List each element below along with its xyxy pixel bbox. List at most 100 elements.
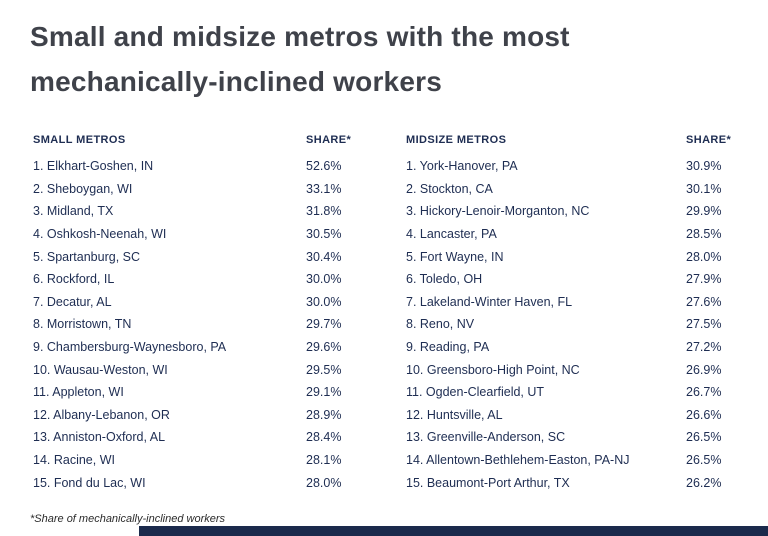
- metro-name: 9. Reading, PA: [406, 340, 490, 355]
- table-row: 1. Elkhart-Goshen, IN 52.6%: [33, 155, 359, 178]
- table-row: 14. Racine, WI 28.1%: [33, 449, 359, 472]
- share-value: 26.9%: [686, 362, 722, 377]
- column-header-midsize-metros: MIDSIZE METROS: [406, 134, 507, 146]
- small-metros-table: SMALL METROS SHARE* 1. Elkhart-Goshen, I…: [33, 130, 359, 494]
- share-value: 52.6%: [306, 159, 342, 174]
- metro-name: 9. Chambersburg-Waynesboro, PA: [33, 340, 227, 355]
- title-line-2: mechanically-inclined workers: [30, 66, 442, 97]
- table-row: 4. Lancaster, PA 28.5%: [406, 223, 738, 246]
- table-row: 9. Reading, PA 27.2%: [406, 336, 738, 359]
- metro-name: 5. Spartanburg, SC: [33, 249, 141, 264]
- table-row: 15. Fond du Lac, WI 28.0%: [33, 471, 359, 494]
- share-value: 27.9%: [686, 272, 722, 287]
- table-row: 14. Allentown-Bethlehem-Easton, PA-NJ 26.…: [406, 449, 738, 472]
- table-row: 15. Beaumont-Port Arthur, TX 26.2%: [406, 471, 738, 494]
- table-row: 12. Albany-Lebanon, OR 28.9%: [33, 404, 359, 427]
- table-row: 11. Appleton, WI 29.1%: [33, 381, 359, 404]
- share-value: 30.0%: [306, 272, 342, 287]
- metro-name: 14. Racine, WI: [33, 453, 115, 468]
- metro-name: 3. Hickory-Lenoir-Morganton, NC: [406, 204, 590, 219]
- share-value: 28.0%: [306, 475, 342, 490]
- metro-name: 6. Rockford, IL: [33, 272, 115, 287]
- table-row: 3. Midland, TX 31.8%: [33, 200, 359, 223]
- table-row: 5. Fort Wayne, IN 28.0%: [406, 245, 738, 268]
- table-row: 2. Stockton, CA 30.1%: [406, 178, 738, 201]
- metro-name: 8. Morristown, TN: [33, 317, 132, 332]
- share-value: 28.4%: [306, 430, 342, 445]
- metro-name: 3. Midland, TX: [33, 204, 114, 219]
- table-row: 6. Rockford, IL 30.0%: [33, 268, 359, 291]
- share-value: 29.9%: [686, 204, 722, 219]
- metro-name: 13. Anniston-Oxford, AL: [33, 430, 166, 445]
- share-value: 29.1%: [306, 385, 342, 400]
- metro-name: 10. Wausau-Weston, WI: [33, 362, 168, 377]
- table-row: 5. Spartanburg, SC 30.4%: [33, 245, 359, 268]
- metro-name: 1. Elkhart-Goshen, IN: [33, 159, 154, 174]
- share-value: 28.5%: [686, 227, 722, 242]
- table-header-row: SMALL METROS SHARE*: [33, 130, 359, 150]
- metro-name: 14. Allentown-Bethlehem-Easton, PA-NJ: [406, 453, 630, 468]
- column-header-small-metros: SMALL METROS: [33, 134, 126, 146]
- table-row: 10. Greensboro-High Point, NC 26.9%: [406, 358, 738, 381]
- share-value: 28.9%: [306, 407, 342, 422]
- table-row: 13. Anniston-Oxford, AL 28.4%: [33, 426, 359, 449]
- table-row: 11. Ogden-Clearfield, UT 26.7%: [406, 381, 738, 404]
- column-header-share: SHARE*: [306, 134, 352, 146]
- share-value: 33.1%: [306, 181, 342, 196]
- table-row: 6. Toledo, OH 27.9%: [406, 268, 738, 291]
- share-value: 27.2%: [686, 340, 722, 355]
- metro-name: 8. Reno, NV: [406, 317, 475, 332]
- table-row: 2. Sheboygan, WI 33.1%: [33, 178, 359, 201]
- share-value: 26.5%: [686, 453, 722, 468]
- share-value: 29.6%: [306, 340, 342, 355]
- metro-name: 7. Lakeland-Winter Haven, FL: [406, 294, 573, 309]
- table-row: 3. Hickory-Lenoir-Morganton, NC 29.9%: [406, 200, 738, 223]
- table-row: 12. Huntsville, AL 26.6%: [406, 404, 738, 427]
- share-value: 26.7%: [686, 385, 722, 400]
- metro-name: 15. Beaumont-Port Arthur, TX: [406, 475, 570, 490]
- table-row: 8. Reno, NV 27.5%: [406, 313, 738, 336]
- page-title: Small and midsize metros with the most me…: [30, 14, 570, 104]
- metro-name: 1. York-Hanover, PA: [406, 159, 518, 174]
- share-value: 30.4%: [306, 249, 342, 264]
- table-row: 1. York-Hanover, PA 30.9%: [406, 155, 738, 178]
- table-header-row: MIDSIZE METROS SHARE*: [406, 130, 738, 150]
- table-row: 7. Decatur, AL 30.0%: [33, 291, 359, 314]
- metro-name: 4. Oshkosh-Neenah, WI: [33, 227, 167, 242]
- share-value: 28.1%: [306, 453, 342, 468]
- metro-name: 7. Decatur, AL: [33, 294, 112, 309]
- share-value: 28.0%: [686, 249, 722, 264]
- metro-name: 10. Greensboro-High Point, NC: [406, 362, 580, 377]
- table-row: 4. Oshkosh-Neenah, WI 30.5%: [33, 223, 359, 246]
- share-value: 30.0%: [306, 294, 342, 309]
- table-row: 10. Wausau-Weston, WI 29.5%: [33, 358, 359, 381]
- share-value: 30.5%: [306, 227, 342, 242]
- midsize-metros-table: MIDSIZE METROS SHARE* 1. York-Hanover, P…: [406, 130, 738, 494]
- metro-name: 4. Lancaster, PA: [406, 227, 497, 242]
- share-value: 30.9%: [686, 159, 722, 174]
- metro-name: 11. Ogden-Clearfield, UT: [406, 385, 545, 400]
- metro-name: 12. Albany-Lebanon, OR: [33, 407, 170, 422]
- title-line-1: Small and midsize metros with the most: [30, 21, 570, 52]
- share-value: 30.1%: [686, 181, 722, 196]
- metro-name: 2. Stockton, CA: [406, 181, 493, 196]
- metro-name: 11. Appleton, WI: [33, 385, 124, 400]
- share-value: 31.8%: [306, 204, 342, 219]
- share-value: 29.5%: [306, 362, 342, 377]
- share-value: 29.7%: [306, 317, 342, 332]
- table-row: 13. Greenville-Anderson, SC 26.5%: [406, 426, 738, 449]
- footer-bar: [139, 526, 768, 536]
- footnote: *Share of mechanically-inclined workers: [30, 513, 226, 525]
- metro-name: 5. Fort Wayne, IN: [406, 249, 504, 264]
- metro-name: 2. Sheboygan, WI: [33, 181, 133, 196]
- metro-name: 6. Toledo, OH: [406, 272, 483, 287]
- share-value: 27.5%: [686, 317, 722, 332]
- share-value: 26.6%: [686, 407, 722, 422]
- table-row: 8. Morristown, TN 29.7%: [33, 313, 359, 336]
- metro-name: 15. Fond du Lac, WI: [33, 475, 146, 490]
- table-row: 7. Lakeland-Winter Haven, FL 27.6%: [406, 291, 738, 314]
- table-row: 9. Chambersburg-Waynesboro, PA 29.6%: [33, 336, 359, 359]
- share-value: 26.2%: [686, 475, 722, 490]
- share-value: 27.6%: [686, 294, 722, 309]
